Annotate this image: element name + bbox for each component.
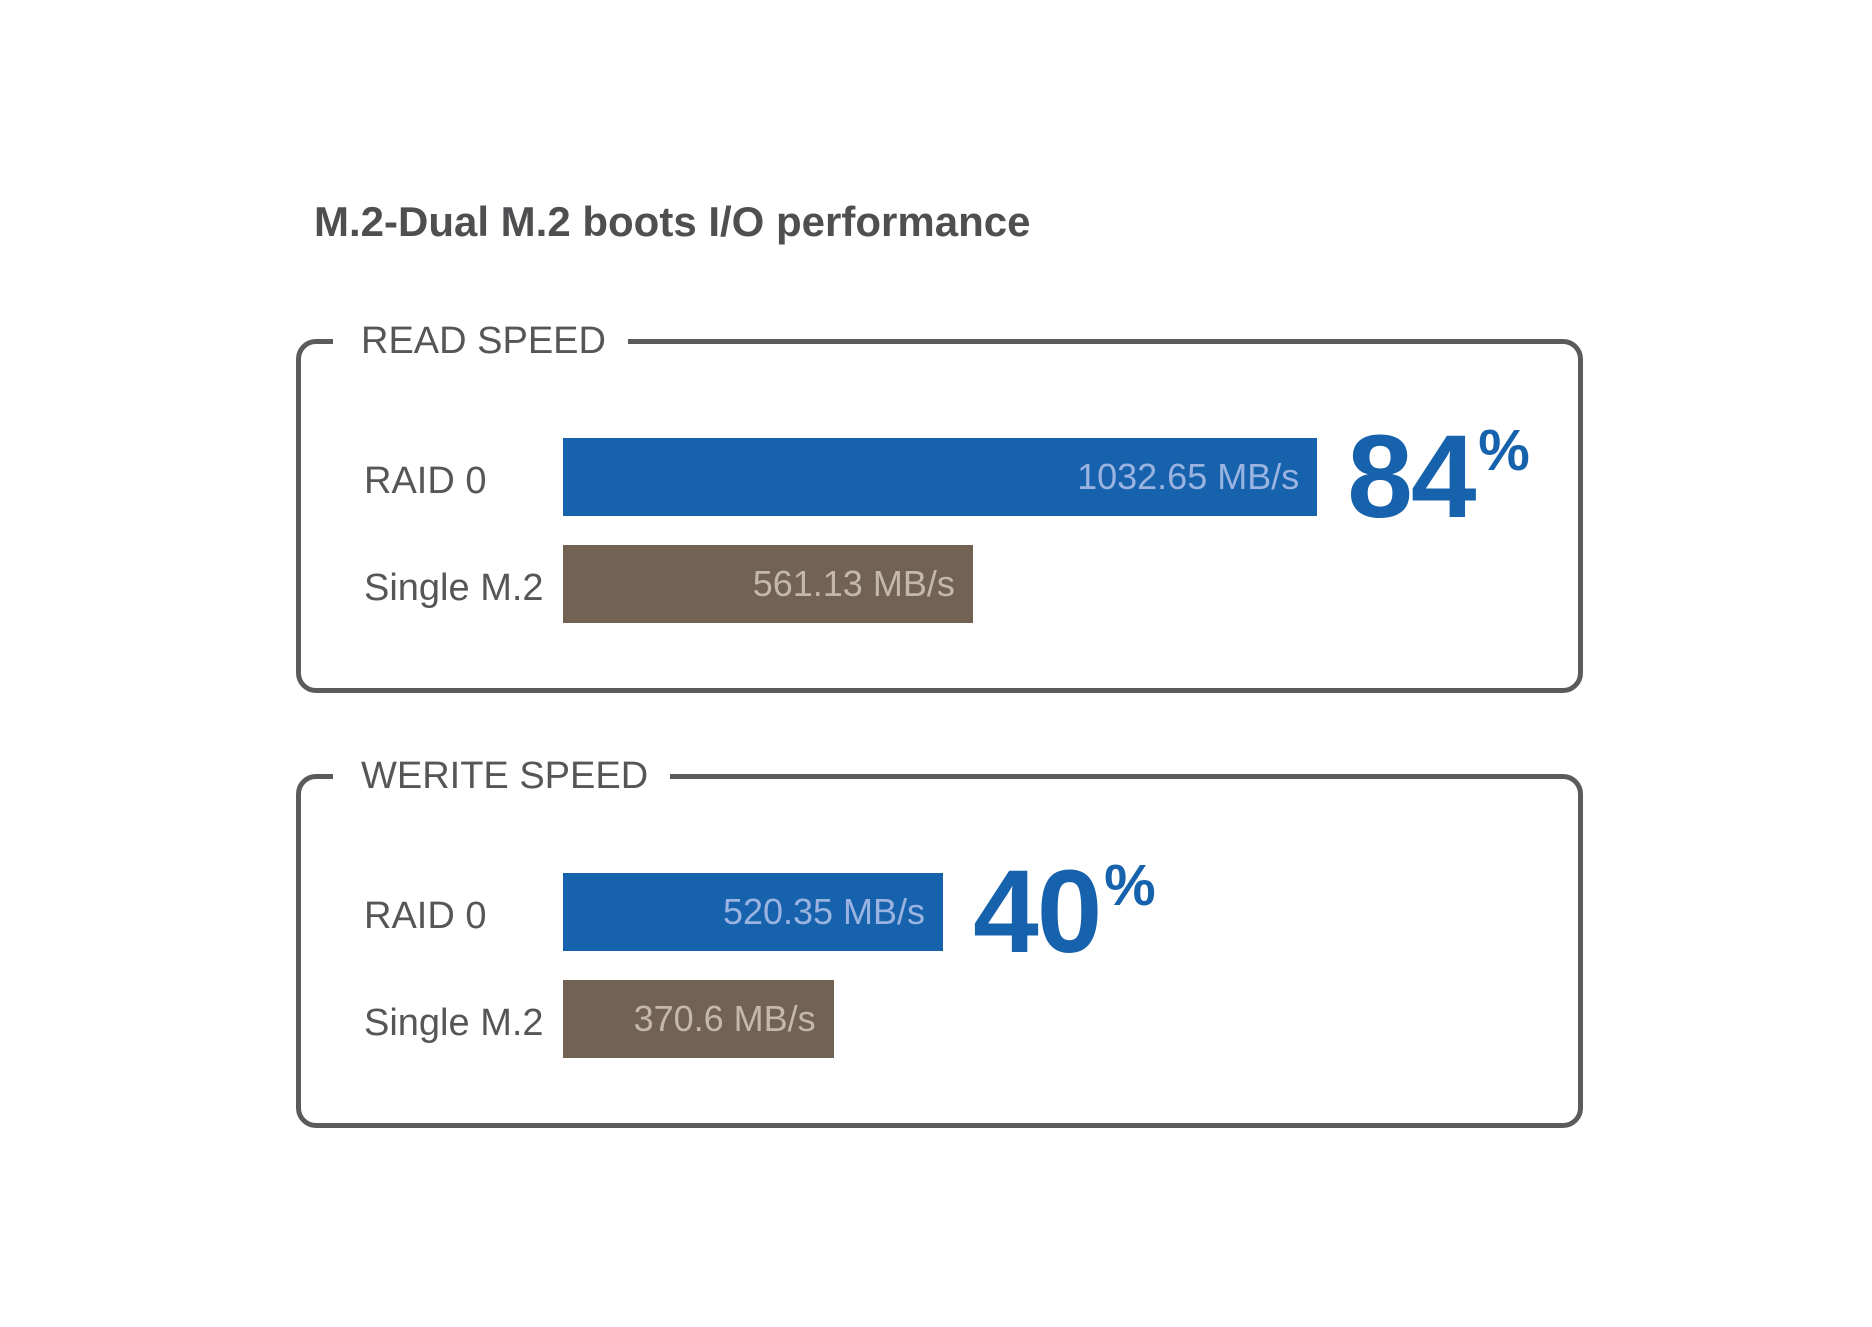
read-speed-panel: READ SPEED RAID 0 1032.65 MB/s Single M.… xyxy=(296,318,1583,693)
write-single-m2-value-label: 370.6 MB/s xyxy=(633,998,816,1039)
read-raid0-bar: 1032.65 MB/s xyxy=(563,438,1318,516)
read-gain-percent-sign: % xyxy=(1478,418,1530,483)
chart-title: M.2-Dual M.2 boots I/O performance xyxy=(314,198,1031,245)
write-raid0-value-label: 520.35 MB/s xyxy=(722,891,926,932)
read-single-m2-label: Single M.2 xyxy=(364,567,544,609)
read-raid0-value-label: 1032.65 MB/s xyxy=(1077,456,1300,497)
read-single-m2-bar: 561.13 MB/s xyxy=(563,545,973,623)
read-speed-heading: READ SPEED xyxy=(333,318,628,364)
write-single-m2-bar: 370.6 MB/s xyxy=(563,980,834,1058)
read-raid0-label: RAID 0 xyxy=(364,460,487,502)
write-speed-panel: WERITE SPEED RAID 0 520.35 MB/s Single M… xyxy=(296,753,1583,1128)
write-gain-annotation: 40% xyxy=(973,853,1156,971)
read-gain-number: 84 xyxy=(1347,411,1476,543)
write-speed-heading: WERITE SPEED xyxy=(333,753,671,799)
write-single-m2-label: Single M.2 xyxy=(364,1002,544,1044)
write-gain-number: 40 xyxy=(973,846,1102,978)
write-raid0-label: RAID 0 xyxy=(364,895,487,937)
write-gain-percent-sign: % xyxy=(1104,853,1156,918)
read-single-m2-value-label: 561.13 MB/s xyxy=(752,563,955,604)
write-raid0-bar: 520.35 MB/s xyxy=(563,873,944,951)
read-gain-annotation: 84% xyxy=(1347,418,1530,536)
